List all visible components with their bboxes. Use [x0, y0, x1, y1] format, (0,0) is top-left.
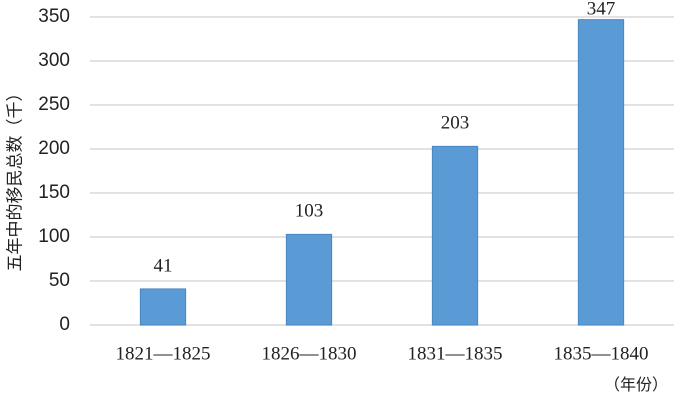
data-label: 41: [154, 255, 173, 276]
bar: [431, 145, 479, 326]
y-tick-label: 50: [49, 270, 70, 291]
bar: [285, 233, 333, 326]
y-tick-label: 200: [38, 138, 70, 159]
x-tick-label: 1831—1835: [408, 343, 503, 364]
y-tick-label: 300: [38, 50, 70, 71]
data-label: 347: [587, 0, 616, 19]
y-tick-label: 350: [38, 6, 70, 27]
y-tick-label: 250: [38, 94, 70, 115]
x-tick-label: 1826—1830: [262, 343, 357, 364]
y-tick-label: 150: [38, 182, 70, 203]
y-tick-label: 0: [59, 314, 70, 335]
bar: [139, 288, 187, 326]
y-tick-label: 100: [38, 226, 70, 247]
y-axis-label: 五年中的移民总数（千）: [5, 85, 24, 272]
data-label: 103: [295, 201, 324, 222]
bar: [577, 19, 625, 326]
x-tick-label: 1835—1840: [554, 343, 649, 364]
data-label: 203: [441, 113, 470, 134]
x-axis-label: （年份）: [604, 376, 668, 394]
x-tick-label: 1821—1825: [116, 343, 211, 364]
